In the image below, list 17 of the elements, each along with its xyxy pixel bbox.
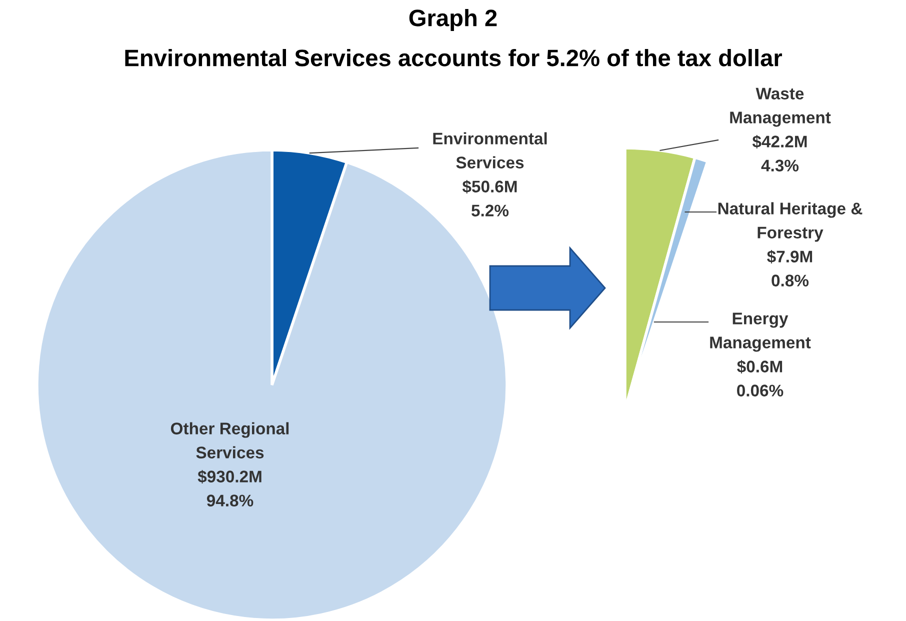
text: 94.8% — [206, 494, 254, 506]
data-label: $42.2M — [752, 134, 807, 149]
slice-label: Waste Management — [730, 88, 831, 127]
data-label: $50.6M — [462, 180, 517, 194]
data-label: $0.6M — [737, 360, 782, 374]
text: 5.2% — [472, 204, 509, 216]
data-label: $930.2M — [198, 470, 262, 484]
chart-title: Graph 2 — [409, 8, 497, 32]
text: 0.8% — [772, 274, 809, 286]
data-label: $7.9M — [767, 250, 812, 264]
slice-label: Energy Management — [710, 312, 811, 352]
text: 0.06% — [737, 384, 784, 396]
text: 4.3% — [761, 160, 799, 172]
slice-label: Environmental Services — [433, 132, 547, 168]
slice-label: Other Regional Services — [170, 422, 289, 458]
chart-subtitle: Environmental Services accounts for 5.2% of the tax dollar — [125, 48, 782, 66]
slice-label: Natural Heritage & Forestry — [718, 202, 862, 242]
